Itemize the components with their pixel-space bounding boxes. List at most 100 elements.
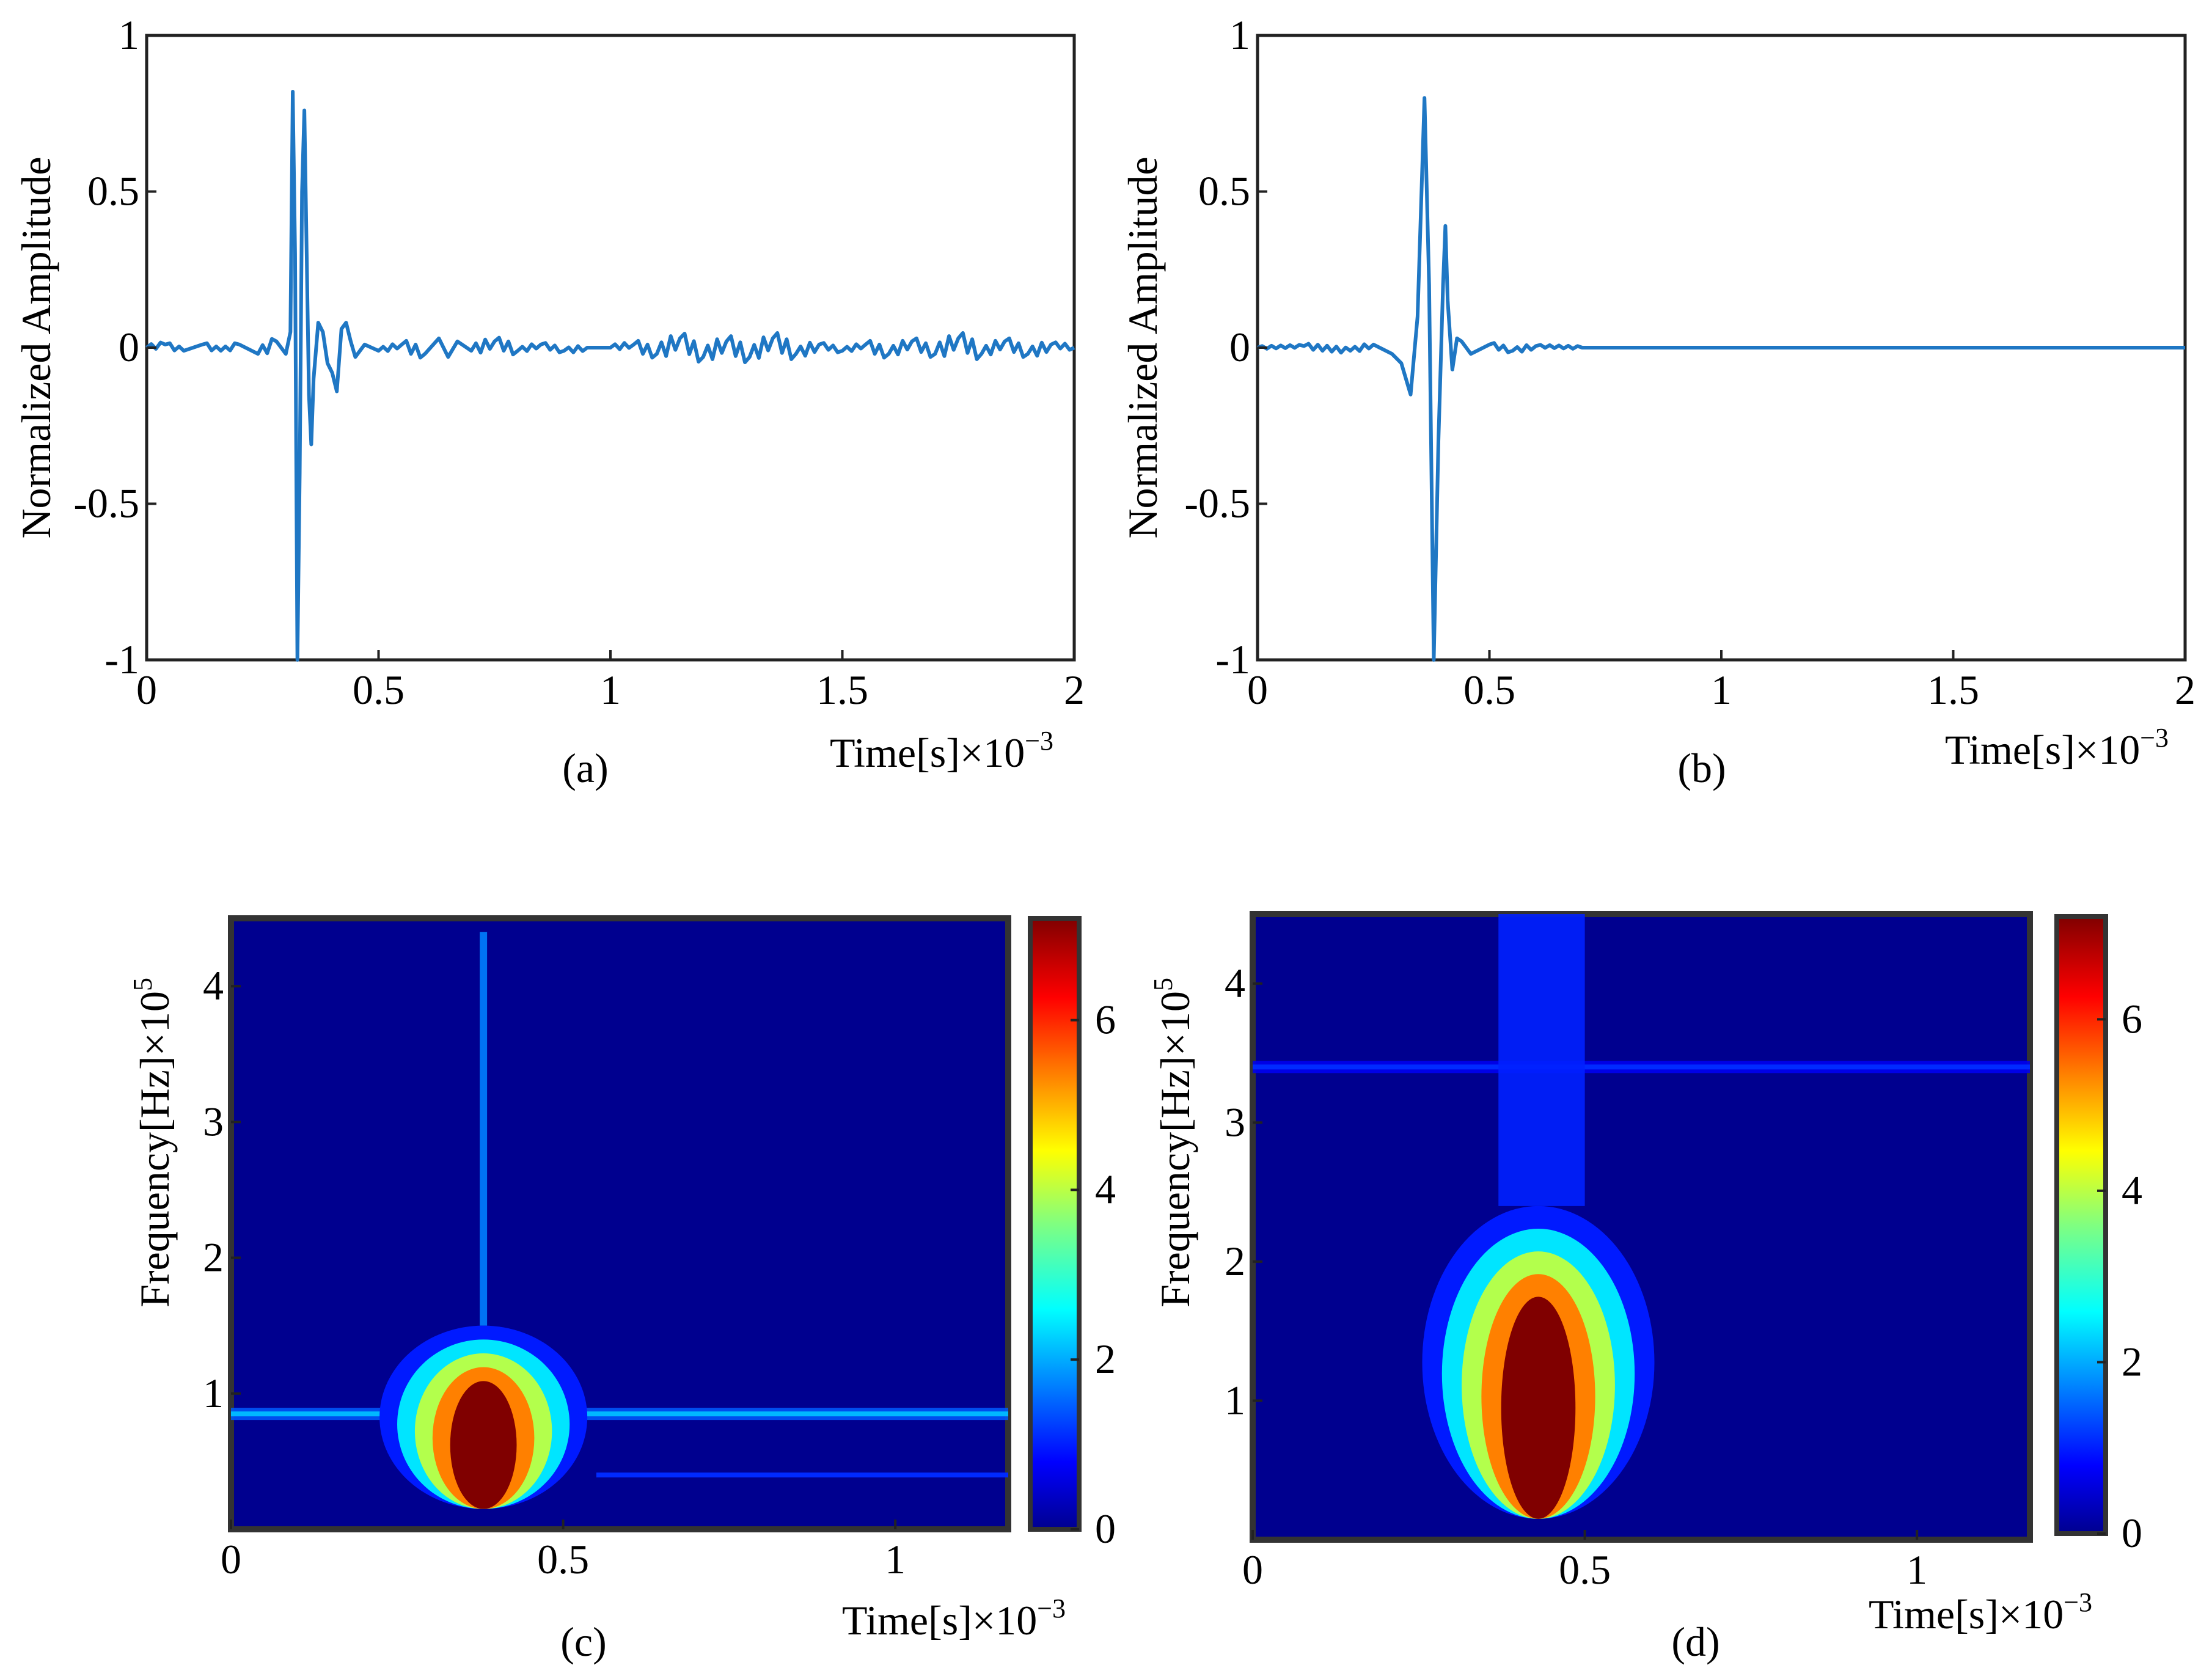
y-axis-b: -1 -0.5 0 0.5 1: [1184, 12, 1267, 682]
x-tick-label: 0: [136, 667, 157, 713]
y-tick-label: 0: [1229, 324, 1250, 370]
plot-area-c: [228, 915, 1011, 1532]
x-axis-label-c: Time[s]×10−3: [842, 1593, 1066, 1644]
y-axis-label-a: Normalized Amplitude: [13, 156, 59, 538]
x-label-text-a: Time[s]: [830, 730, 960, 776]
x-tick-label: 0.5: [537, 1536, 589, 1582]
y-tick-label: 0: [119, 324, 139, 370]
heat-ridge-core: [1253, 1064, 2030, 1070]
heat-low-ridge: [596, 1472, 1008, 1478]
heatmap-c: [231, 932, 1008, 1509]
colorbar-tick-label: 2: [2122, 1338, 2142, 1385]
colorbar-ticks-c: 0 2 4 6: [1071, 997, 1116, 1552]
x-axis-d: 0 0.5 1: [1242, 1530, 1927, 1593]
colorbar-tick-label: 2: [1095, 1336, 1116, 1382]
x-label-text-d: Time[s]: [1869, 1591, 1999, 1637]
y-tick-label: -0.5: [73, 480, 139, 527]
x-axis-a: 0 0.5 1 1.5 2: [136, 650, 1085, 713]
y-tick-label: 2: [203, 1234, 224, 1281]
y-axis-label-c: Frequency[Hz]×105: [128, 978, 178, 1308]
colorbar-c: [1028, 916, 1082, 1532]
y-tick-label: -0.5: [1184, 480, 1250, 527]
heat-ridge-core: [231, 1411, 1008, 1417]
colorbar-tick-label: 0: [1095, 1505, 1116, 1552]
caption-b: (b): [1677, 745, 1726, 791]
series-line-a: [145, 90, 1075, 662]
y-tick-label: 3: [1225, 1099, 1245, 1145]
x-axis-label-d: Time[s]×10−3: [1869, 1587, 2092, 1637]
panel-b: 0 0.5 1 1.5 2 -1 -0.5 0 0.5 1 Normalized Amplitu…: [1119, 12, 2196, 791]
colorbar-ticks-d: 0 2 4 6: [2097, 995, 2142, 1556]
x-scale-b: ×10: [2075, 726, 2140, 773]
x-tick-label: 2: [2175, 667, 2196, 713]
x-scale-c: ×10: [972, 1597, 1037, 1644]
y-tick-label: -1: [104, 636, 139, 682]
heatmap-d: [1253, 914, 2030, 1519]
colorbar-tick-label: 4: [1095, 1166, 1116, 1212]
y-tick-label: 4: [203, 962, 224, 1009]
caption-a: (a): [562, 745, 608, 791]
x-tick-label: 0.5: [1559, 1546, 1611, 1593]
y-tick-label: 4: [1225, 960, 1245, 1006]
y-tick-label: 3: [203, 1098, 224, 1144]
y-tick-label: -1: [1215, 636, 1250, 682]
x-tick-label: 0: [1247, 667, 1268, 713]
x-scale-exp-a: −3: [1025, 726, 1053, 756]
y-label-text-d: Frequency[Hz]: [1152, 1056, 1198, 1308]
x-axis-b: 0 0.5 1 1.5 2: [1247, 650, 2196, 713]
y-axis-label-d: Frequency[Hz]×105: [1148, 978, 1198, 1308]
y-label-text-c: Frequency[Hz]: [131, 1056, 178, 1308]
x-scale-d: ×10: [1999, 1591, 2064, 1637]
heat-spike: [480, 932, 488, 1326]
x-scale-a: ×10: [960, 730, 1025, 776]
colorbar-tick-label: 0: [2122, 1510, 2142, 1556]
y-scale-c: ×10: [131, 991, 178, 1056]
x-scale-exp-b: −3: [2140, 723, 2169, 753]
y-axis-a: -1 -0.5 0 0.5 1: [73, 12, 156, 682]
x-label-text-c: Time[s]: [842, 1597, 972, 1644]
series-line-b: [1257, 96, 2185, 662]
x-label-text-b: Time[s]: [1945, 726, 2075, 773]
y-tick-label: 1: [119, 12, 139, 58]
y-scale-exp-d: 5: [1148, 978, 1178, 991]
x-tick-label: 1: [885, 1536, 906, 1582]
heat-band: [1498, 914, 1585, 1206]
x-tick-label: 1: [1711, 667, 1732, 713]
x-tick-label: 2: [1064, 667, 1085, 713]
x-axis-c: 0 0.5 1: [221, 1520, 906, 1582]
colorbar-tick-label: 4: [2122, 1167, 2142, 1213]
y-axis-c: 1 2 3 4: [203, 962, 241, 1416]
x-scale-exp-c: −3: [1037, 1593, 1066, 1623]
plot-area-d: [1250, 911, 2033, 1543]
x-tick-label: 1.5: [816, 667, 868, 713]
panel-a: 0 0.5 1 1.5 2 -1 -0.5 0 0.5 1 Normalized Amplitu…: [13, 12, 1085, 791]
x-tick-label: 1: [600, 667, 621, 713]
caption-d: (d): [1671, 1619, 1719, 1665]
y-scale-exp-c: 5: [128, 978, 158, 991]
y-tick-label: 2: [1225, 1238, 1245, 1284]
y-axis-d: 1 2 3 4: [1225, 960, 1262, 1423]
y-scale-d: ×10: [1152, 991, 1198, 1056]
y-tick-label: 1: [1225, 1377, 1245, 1423]
x-tick-label: 0: [1242, 1546, 1263, 1593]
x-tick-label: 0: [221, 1536, 241, 1582]
x-tick-label: 1: [1906, 1546, 1927, 1593]
x-axis-label-a: Time[s]×10−3: [830, 726, 1053, 776]
heat-blob-level: [1501, 1297, 1576, 1519]
x-tick-label: 1.5: [1927, 667, 1979, 713]
caption-c: (c): [560, 1619, 606, 1665]
y-tick-label: 0.5: [87, 168, 139, 214]
y-tick-label: 0.5: [1198, 168, 1250, 214]
y-tick-label: 1: [1229, 12, 1250, 58]
colorbar-tick-label: 6: [2122, 995, 2142, 1042]
x-tick-label: 0.5: [1463, 667, 1515, 713]
y-tick-label: 1: [203, 1370, 224, 1416]
colorbar-d: [2054, 914, 2108, 1536]
y-axis-label-b: Normalized Amplitude: [1119, 156, 1166, 538]
x-tick-label: 0.5: [353, 667, 405, 713]
x-scale-exp-d: −3: [2064, 1587, 2092, 1617]
colorbar-tick-label: 6: [1095, 997, 1116, 1043]
